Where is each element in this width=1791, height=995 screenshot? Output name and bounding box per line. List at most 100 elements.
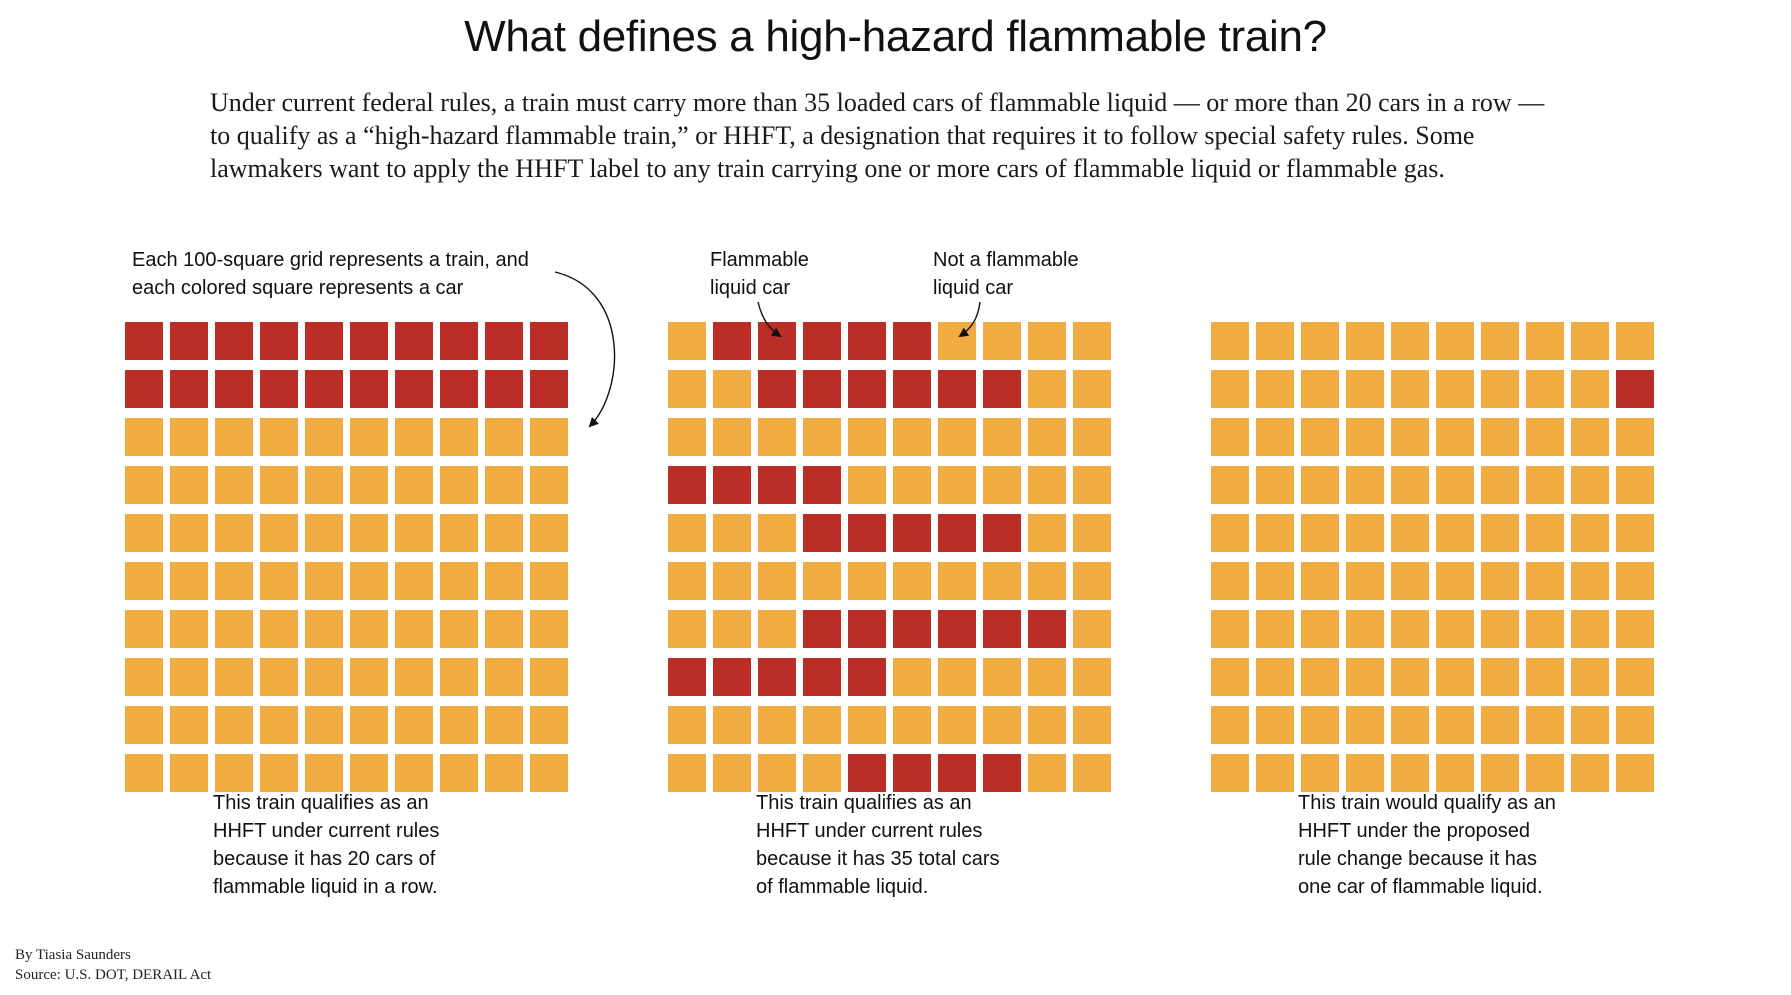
flammable-car-square bbox=[215, 370, 253, 408]
train-caption-2: This train qualifies as an HHFT under cu… bbox=[756, 789, 1056, 901]
non-flammable-car-square bbox=[1211, 418, 1249, 456]
non-flammable-car-square bbox=[668, 322, 706, 360]
non-flammable-car-square bbox=[1616, 754, 1654, 792]
flammable-car-square bbox=[395, 322, 433, 360]
non-flammable-car-square bbox=[1571, 514, 1609, 552]
non-flammable-car-square bbox=[668, 610, 706, 648]
grid-explanation-line-2: each colored square represents a car bbox=[132, 277, 464, 299]
non-flammable-car-square bbox=[305, 418, 343, 456]
non-flammable-car-square bbox=[1301, 514, 1339, 552]
non-flammable-car-square bbox=[1301, 562, 1339, 600]
non-flammable-car-square bbox=[1256, 610, 1294, 648]
non-flammable-car-square bbox=[530, 706, 568, 744]
flammable-car-square bbox=[848, 370, 886, 408]
flammable-car-square bbox=[350, 322, 388, 360]
flammable-car-square bbox=[848, 658, 886, 696]
non-flammable-car-square bbox=[485, 418, 523, 456]
non-flammable-car-square bbox=[893, 418, 931, 456]
non-flammable-car-square bbox=[1256, 418, 1294, 456]
non-flammable-car-square bbox=[713, 514, 751, 552]
non-flammable-car-square bbox=[1391, 466, 1429, 504]
credits: By Tiasia Saunders Source: U.S. DOT, DER… bbox=[15, 945, 211, 985]
non-flammable-car-square bbox=[350, 610, 388, 648]
non-flammable-car-square bbox=[215, 754, 253, 792]
flammable-car-square bbox=[1616, 370, 1654, 408]
flammable-car-square bbox=[485, 322, 523, 360]
non-flammable-car-square bbox=[485, 610, 523, 648]
non-flammable-car-square bbox=[170, 610, 208, 648]
non-flammable-car-square bbox=[803, 562, 841, 600]
non-flammable-car-square bbox=[1526, 514, 1564, 552]
non-flammable-car-square bbox=[713, 418, 751, 456]
non-flammable-car-square bbox=[1028, 514, 1066, 552]
non-flammable-car-square bbox=[1391, 418, 1429, 456]
non-flammable-car-square bbox=[1571, 418, 1609, 456]
flammable-car-square bbox=[758, 370, 796, 408]
non-flammable-car-square bbox=[803, 706, 841, 744]
non-flammable-car-square bbox=[1073, 658, 1111, 696]
non-flammable-car-square bbox=[1256, 562, 1294, 600]
non-flammable-car-square bbox=[1436, 754, 1474, 792]
flammable-car-square bbox=[848, 754, 886, 792]
non-flammable-car-square bbox=[668, 706, 706, 744]
train-caption-3-line-3: rule change because it has bbox=[1298, 848, 1538, 870]
non-flammable-car-square bbox=[530, 754, 568, 792]
flammable-car-label-line-2: liquid car bbox=[710, 277, 791, 299]
non-flammable-car-square bbox=[1571, 754, 1609, 792]
non-flammable-car-square bbox=[1481, 466, 1519, 504]
non-flammable-car-square bbox=[758, 706, 796, 744]
non-flammable-car-square bbox=[1436, 562, 1474, 600]
non-flammable-car-square bbox=[485, 562, 523, 600]
flammable-car-label-line-1: Flammable bbox=[710, 249, 809, 271]
non-flammable-car-square bbox=[125, 514, 163, 552]
non-flammable-car-square bbox=[1391, 754, 1429, 792]
non-flammable-car-square bbox=[260, 418, 298, 456]
flammable-car-square bbox=[440, 370, 478, 408]
train-caption-3-line-2: HHFT under the proposed bbox=[1298, 820, 1530, 842]
non-flammable-car-square bbox=[260, 754, 298, 792]
flammable-car-square bbox=[305, 370, 343, 408]
non-flammable-car-square bbox=[1481, 322, 1519, 360]
non-flammable-car-square bbox=[1526, 706, 1564, 744]
non-flammable-car-square bbox=[440, 514, 478, 552]
non-flammable-car-square bbox=[1481, 754, 1519, 792]
flammable-car-square bbox=[803, 466, 841, 504]
flammable-car-square bbox=[893, 370, 931, 408]
non-flammable-car-square bbox=[125, 418, 163, 456]
non-flammable-car-square bbox=[1301, 370, 1339, 408]
flammable-car-square bbox=[803, 370, 841, 408]
non-flammable-car-square bbox=[758, 418, 796, 456]
non-flammable-car-square bbox=[350, 514, 388, 552]
non-flammable-car-square bbox=[938, 466, 976, 504]
non-flammable-car-square bbox=[1301, 706, 1339, 744]
non-flammable-car-square bbox=[1571, 322, 1609, 360]
non-flammable-car-square bbox=[215, 610, 253, 648]
non-flammable-car-square bbox=[848, 418, 886, 456]
non-flammable-car-square bbox=[350, 754, 388, 792]
non-flammable-car-square bbox=[350, 562, 388, 600]
non-flammable-car-square bbox=[1571, 370, 1609, 408]
non-flammable-car-square bbox=[1073, 610, 1111, 648]
non-flammable-car-square bbox=[1391, 658, 1429, 696]
flammable-car-square bbox=[260, 370, 298, 408]
non-flammable-car-square bbox=[1346, 754, 1384, 792]
non-flammable-car-square bbox=[938, 418, 976, 456]
non-flammable-car-square bbox=[1346, 322, 1384, 360]
flammable-car-square bbox=[803, 322, 841, 360]
intro-paragraph: Under current federal rules, a train mus… bbox=[210, 88, 1545, 183]
non-flammable-car-square bbox=[983, 562, 1021, 600]
non-flammable-car-square bbox=[305, 466, 343, 504]
flammable-car-square bbox=[1028, 610, 1066, 648]
non-flammable-car-square bbox=[260, 562, 298, 600]
non-flammable-car-square bbox=[1526, 466, 1564, 504]
not-flammable-car-label-line-2: liquid car bbox=[933, 277, 1014, 299]
non-flammable-car-square bbox=[848, 466, 886, 504]
non-flammable-car-square bbox=[395, 706, 433, 744]
flammable-car-square bbox=[848, 610, 886, 648]
train-caption-3-line-1: This train would qualify as an bbox=[1298, 792, 1556, 814]
non-flammable-car-square bbox=[440, 610, 478, 648]
non-flammable-car-square bbox=[530, 418, 568, 456]
non-flammable-car-square bbox=[1616, 562, 1654, 600]
train-caption-1: This train qualifies as an HHFT under cu… bbox=[213, 789, 513, 901]
non-flammable-car-square bbox=[485, 466, 523, 504]
